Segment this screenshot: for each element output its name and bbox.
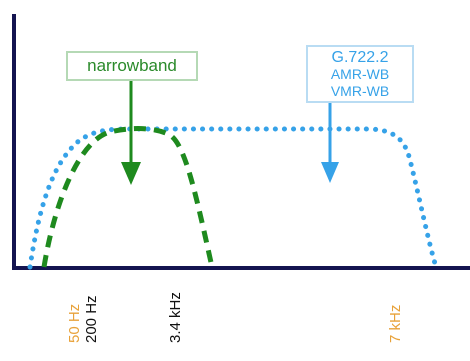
wideband-arrow-head [321, 162, 339, 183]
narrowband-arrow-head [121, 162, 141, 185]
narrowband-curve [41, 126, 215, 268]
tick-200hz: 200 Hz [83, 295, 100, 343]
wideband-label-box: G.722.2 AMR-WB VMR-WB [306, 45, 414, 103]
narrowband-label: narrowband [87, 56, 177, 75]
tick-7khz: 7 kHz [387, 304, 404, 343]
narrowband-label-box: narrowband [66, 51, 198, 81]
wideband-curve [27, 126, 439, 270]
wideband-label-line-3: VMR-WB [330, 83, 390, 99]
tick-50hz: 50 Hz [66, 303, 83, 343]
wideband-label-line-1: G.722.2 [331, 49, 389, 66]
wideband-label-line-2: AMR-WB [330, 66, 390, 82]
tick-3-4khz: 3.4 kHz [167, 292, 184, 343]
